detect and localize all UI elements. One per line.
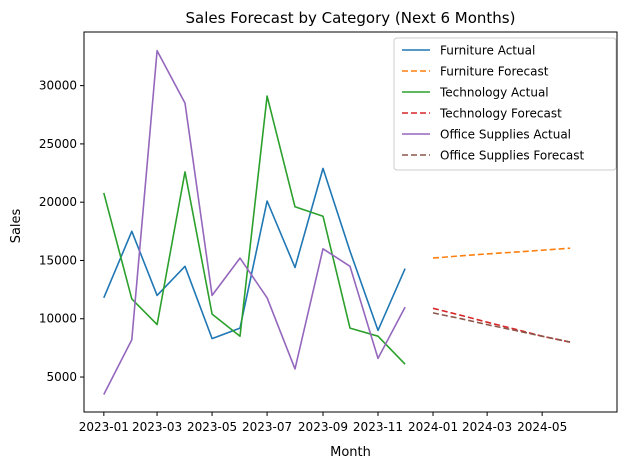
series-line-0 (103, 167, 406, 340)
series-line-2 (103, 95, 406, 365)
x-tick-label: 2023-07 (242, 420, 292, 434)
legend-entry-label: Office Supplies Actual (440, 128, 571, 142)
x-tick-label: 2024-03 (462, 420, 512, 434)
series-line-1 (432, 247, 571, 259)
y-tick-label: 5000 (46, 370, 77, 384)
x-tick-label: 2023-01 (79, 420, 129, 434)
x-tick-label: 2023-09 (298, 420, 348, 434)
series-line-4 (103, 49, 406, 395)
x-tick-label: 2023-05 (187, 420, 237, 434)
legend-frame (393, 37, 617, 171)
x-tick-label: 2023-03 (132, 420, 182, 434)
plot-area: 2023-01 2023-03 2023-05 2023-07 2023-09 2023-… (39, 31, 618, 434)
x-tick-label: 2024-01 (408, 420, 458, 434)
series-line-3 (432, 307, 571, 343)
chart-title: Sales Forecast by Category (Next 6 Month… (186, 9, 516, 27)
y-tick-label: 25000 (39, 137, 77, 151)
y-tick-label: 30000 (39, 79, 77, 93)
legend-entry-label: Furniture Forecast (440, 65, 549, 79)
legend-entry-label: Technology Actual (439, 86, 549, 100)
legend-entry-label: Technology Forecast (439, 107, 562, 121)
y-tick-label: 20000 (39, 195, 77, 209)
y-tick-label: 15000 (39, 253, 77, 267)
y-axis-label: Sales (9, 208, 24, 243)
legend: Furniture Actual Furniture Forecast Techno… (393, 37, 617, 171)
legend-entry-label: Office Supplies Forecast (440, 149, 584, 163)
series-line-5 (432, 312, 571, 343)
legend-entry-label: Furniture Actual (440, 44, 535, 58)
x-axis-label: Month (330, 445, 371, 460)
axes-frame (83, 31, 618, 413)
x-tick-label: 2023-11 (353, 420, 403, 434)
x-tick-label: 2024-05 (517, 420, 567, 434)
y-tick-label: 10000 (39, 312, 77, 326)
